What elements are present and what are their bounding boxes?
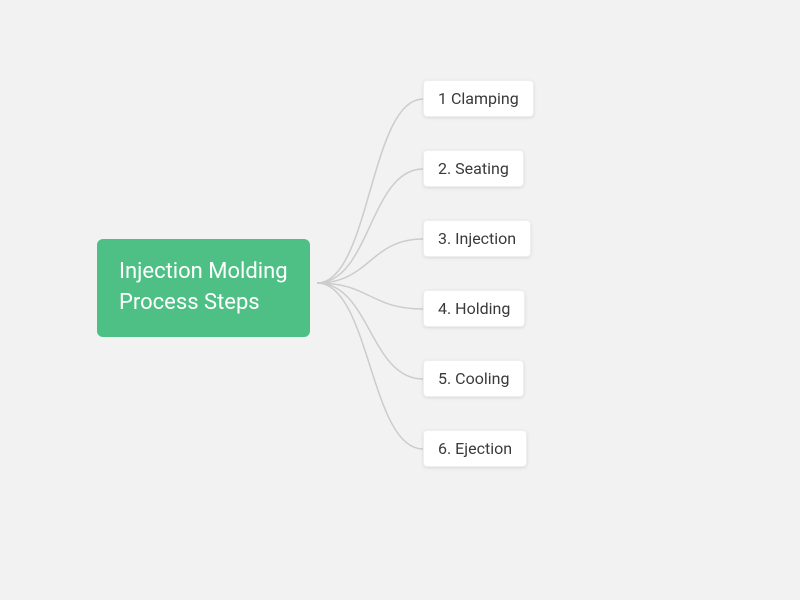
child-label: 2. Seating (438, 159, 509, 178)
child-node-3[interactable]: 3. Injection (423, 220, 531, 257)
child-node-6[interactable]: 6. Ejection (423, 430, 527, 467)
child-label: 4. Holding (438, 299, 510, 318)
root-node[interactable]: Injection MoldingProcess Steps (97, 239, 310, 337)
child-label: 3. Injection (438, 229, 516, 248)
child-node-1[interactable]: 1 Clamping (423, 80, 534, 117)
root-label: Injection MoldingProcess Steps (119, 259, 288, 315)
child-node-2[interactable]: 2. Seating (423, 150, 524, 187)
child-label: 6. Ejection (438, 439, 512, 458)
child-node-4[interactable]: 4. Holding (423, 290, 525, 327)
child-label: 1 Clamping (438, 89, 519, 108)
child-node-5[interactable]: 5. Cooling (423, 360, 524, 397)
child-label: 5. Cooling (438, 369, 509, 388)
